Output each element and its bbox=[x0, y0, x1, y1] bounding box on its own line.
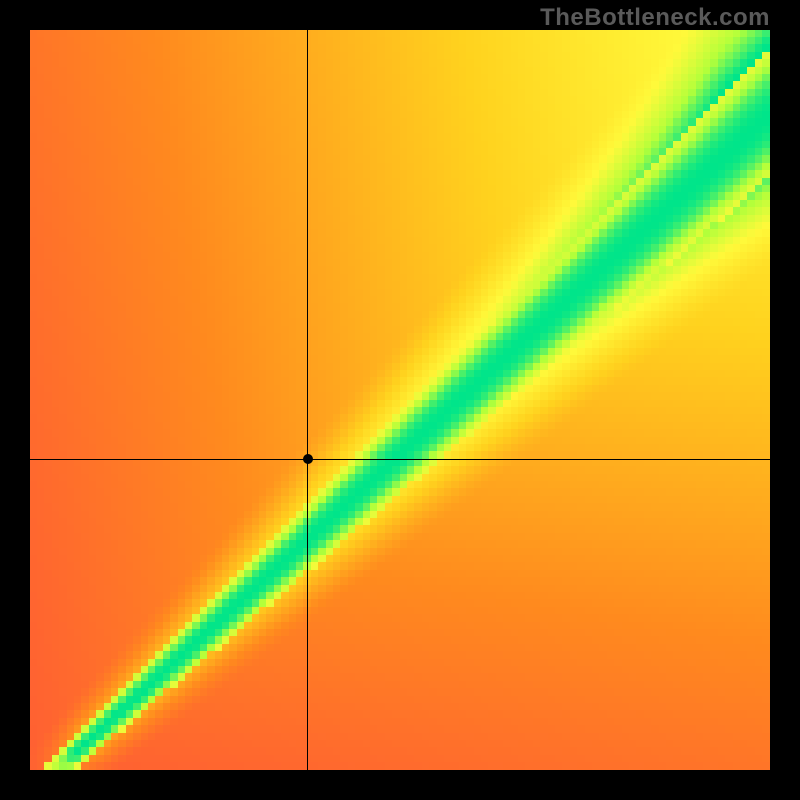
crosshair-vertical bbox=[307, 30, 308, 770]
heatmap-canvas bbox=[30, 30, 770, 770]
crosshair-point bbox=[303, 454, 313, 464]
heatmap-plot bbox=[30, 30, 770, 770]
crosshair-horizontal bbox=[30, 459, 770, 460]
watermark-text: TheBottleneck.com bbox=[540, 4, 770, 32]
